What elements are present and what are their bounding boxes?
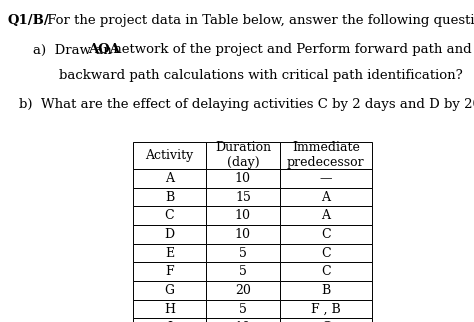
Bar xyxy=(206,318,280,322)
Bar xyxy=(133,300,206,318)
Text: 10: 10 xyxy=(235,228,251,241)
Bar xyxy=(280,225,372,244)
Bar xyxy=(280,206,372,225)
Bar xyxy=(206,225,280,244)
Bar xyxy=(206,142,280,169)
Bar xyxy=(206,244,280,262)
Text: C: C xyxy=(321,228,331,241)
Bar xyxy=(280,244,372,262)
Bar xyxy=(280,262,372,281)
Bar xyxy=(133,188,206,206)
Bar xyxy=(133,206,206,225)
Bar xyxy=(133,262,206,281)
Bar xyxy=(206,206,280,225)
Text: backward path calculations with critical path identification?: backward path calculations with critical… xyxy=(59,69,463,82)
Text: C: C xyxy=(321,265,331,278)
Text: b)  What are the effect of delaying activities C by 2 days and D by 20 days?: b) What are the effect of delaying activ… xyxy=(19,98,474,111)
Bar xyxy=(206,169,280,188)
Text: A: A xyxy=(321,191,330,204)
Text: —: — xyxy=(319,172,332,185)
Text: B: B xyxy=(165,191,174,204)
Bar xyxy=(133,281,206,300)
Text: C: C xyxy=(321,247,331,260)
Text: E: E xyxy=(165,247,174,260)
Text: D: D xyxy=(164,228,174,241)
Text: A: A xyxy=(165,172,174,185)
Text: 10: 10 xyxy=(235,172,251,185)
Bar xyxy=(280,300,372,318)
Bar xyxy=(280,169,372,188)
Text: F , B: F , B xyxy=(311,303,341,316)
Text: AOA: AOA xyxy=(88,43,120,56)
Text: Duration
(day): Duration (day) xyxy=(215,141,271,169)
Text: Q1/B/: Q1/B/ xyxy=(7,14,49,27)
Text: 10: 10 xyxy=(235,209,251,222)
Bar xyxy=(280,281,372,300)
Text: 10: 10 xyxy=(235,321,251,322)
Bar xyxy=(206,262,280,281)
Bar xyxy=(133,318,206,322)
Text: G: G xyxy=(164,284,174,297)
Text: B: B xyxy=(321,284,330,297)
Bar xyxy=(280,318,372,322)
Bar xyxy=(133,169,206,188)
Text: A: A xyxy=(321,209,330,222)
Text: 20: 20 xyxy=(235,284,251,297)
Bar xyxy=(133,225,206,244)
Bar xyxy=(280,188,372,206)
Text: C: C xyxy=(164,209,174,222)
Text: F: F xyxy=(165,265,174,278)
Text: a)  Draw an: a) Draw an xyxy=(33,43,116,56)
Text: 5: 5 xyxy=(239,247,247,260)
Text: Activity: Activity xyxy=(146,149,193,162)
Bar xyxy=(206,281,280,300)
Text: H: H xyxy=(164,303,175,316)
Text: I: I xyxy=(167,321,172,322)
Text: 5: 5 xyxy=(239,303,247,316)
Bar xyxy=(206,188,280,206)
Text: network of the project and Perform forward path and: network of the project and Perform forwa… xyxy=(109,43,472,56)
Text: Immediate
predecessor: Immediate predecessor xyxy=(287,141,365,169)
Bar xyxy=(206,300,280,318)
Text: 15: 15 xyxy=(235,191,251,204)
Text: G: G xyxy=(321,321,331,322)
Bar xyxy=(133,244,206,262)
Bar xyxy=(280,142,372,169)
Text: For the project data in Table below, answer the following questions:: For the project data in Table below, ans… xyxy=(43,14,474,27)
Text: 5: 5 xyxy=(239,265,247,278)
Bar xyxy=(133,142,206,169)
